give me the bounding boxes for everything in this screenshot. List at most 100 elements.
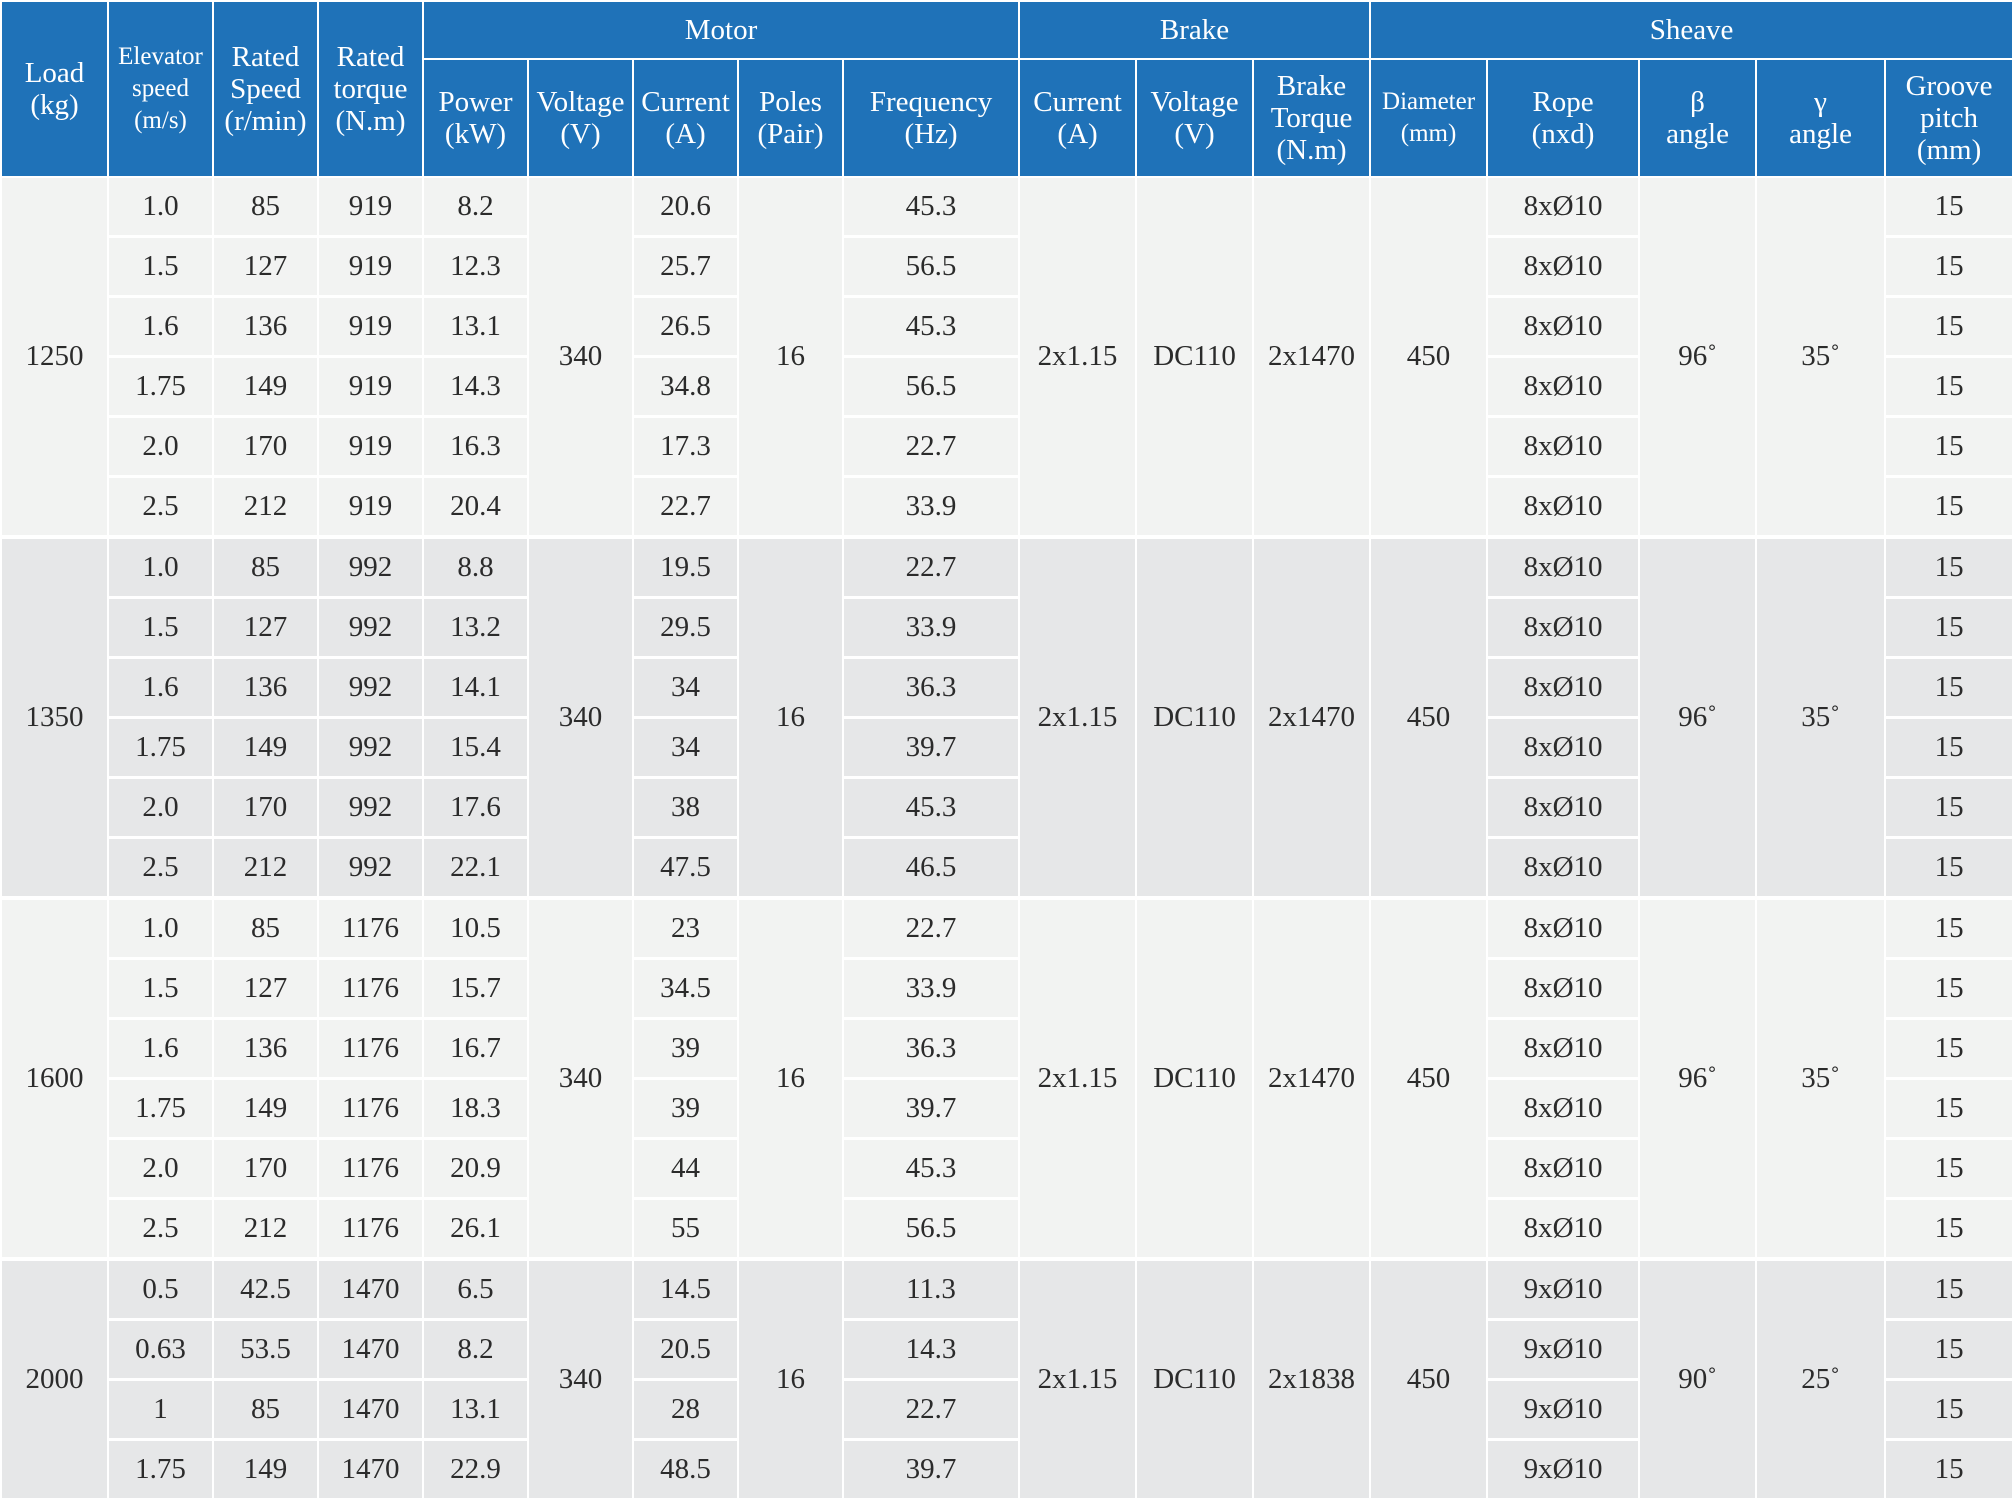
- rated-speed-cell: 127: [212, 958, 319, 1020]
- rated-speed-cell: 136: [212, 657, 319, 719]
- brake-torque-cell: 2x1470: [1252, 177, 1372, 539]
- frequency-cell: 39.7: [841, 1078, 1021, 1140]
- table-row: 1.6 136 1176 16.7 39 36.3 8xØ10 15: [1, 1018, 2012, 1080]
- power-cell: 8.2: [422, 177, 529, 238]
- groove-pitch-cell: 15: [1884, 177, 2012, 238]
- col-header-motor-current: Current (A): [632, 58, 739, 178]
- elevator-speed-cell: 1.6: [107, 1018, 214, 1080]
- elevator-speed-cell: 1.0: [107, 177, 214, 238]
- brake-current-cell: 2x1.15: [1018, 1259, 1138, 1502]
- power-cell: 12.3: [422, 236, 529, 298]
- power-cell: 15.7: [422, 958, 529, 1020]
- group-header-brake: Brake: [1018, 0, 1372, 60]
- rated-torque-cell: 919: [317, 356, 424, 418]
- rope-cell: 8xØ10: [1486, 1138, 1641, 1200]
- col-header-rope: Rope (nxd): [1486, 58, 1641, 178]
- gamma-angle-cell: 35˚: [1755, 537, 1887, 900]
- diameter-cell: 450: [1369, 898, 1489, 1261]
- motor-current-cell: 23: [632, 898, 739, 960]
- frequency-cell: 36.3: [841, 657, 1021, 719]
- table-row: 2.0 170 992 17.6 38 45.3 8xØ10 15: [1, 777, 2012, 839]
- frequency-cell: 56.5: [841, 356, 1021, 418]
- groove-pitch-cell: 15: [1884, 597, 2012, 659]
- table-row: 1.6 136 919 13.1 26.5 45.3 8xØ10 15: [1, 296, 2012, 358]
- motor-current-cell: 39: [632, 1078, 739, 1140]
- table-row: 2.0 170 1176 20.9 44 45.3 8xØ10 15: [1, 1138, 2012, 1200]
- poles-cell: 16: [737, 537, 844, 900]
- power-cell: 14.3: [422, 356, 529, 418]
- rated-speed-cell: 85: [212, 177, 319, 238]
- frequency-cell: 22.7: [841, 1379, 1021, 1441]
- rope-cell: 8xØ10: [1486, 416, 1641, 478]
- brake-current-cell: 2x1.15: [1018, 898, 1138, 1261]
- group-header-sheave: Sheave: [1369, 0, 2012, 60]
- frequency-cell: 22.7: [841, 898, 1021, 960]
- elevator-speed-cell: 1.5: [107, 958, 214, 1020]
- frequency-cell: 22.7: [841, 416, 1021, 478]
- header-line: Poles: [759, 86, 822, 118]
- load-group: 1600 1.0 85 1176 10.5 340 23 16 22.7 2x1.15 DC110 2…: [0, 898, 2012, 1261]
- rope-cell: 8xØ10: [1486, 1198, 1641, 1261]
- motor-voltage-cell: 340: [527, 537, 634, 900]
- power-cell: 20.4: [422, 476, 529, 539]
- motor-current-cell: 17.3: [632, 416, 739, 478]
- groove-pitch-cell: 15: [1884, 1259, 2012, 1321]
- beta-angle-cell: 96˚: [1638, 898, 1758, 1261]
- elevator-speed-cell: 0.5: [107, 1259, 214, 1321]
- motor-current-cell: 48.5: [632, 1439, 739, 1502]
- col-header-motor-voltage: Voltage (V): [527, 58, 634, 178]
- rated-speed-cell: 127: [212, 597, 319, 659]
- motor-current-cell: 20.6: [632, 177, 739, 238]
- table-row: 1 85 1470 13.1 28 22.7 9xØ10 15: [1, 1379, 2012, 1441]
- rope-cell: 8xØ10: [1486, 537, 1641, 599]
- frequency-cell: 45.3: [841, 296, 1021, 358]
- power-cell: 17.6: [422, 777, 529, 839]
- elevator-speed-cell: 1.0: [107, 898, 214, 960]
- beta-angle-cell: 96˚: [1638, 177, 1758, 539]
- header-line: angle: [1789, 118, 1852, 150]
- power-cell: 13.2: [422, 597, 529, 659]
- header-line: (A): [665, 118, 706, 150]
- table-row: 2.5 212 992 22.1 47.5 46.5 8xØ10 15: [1, 837, 2012, 900]
- rated-speed-cell: 170: [212, 416, 319, 478]
- load-cell: 1250: [0, 177, 109, 539]
- header-line: Torque: [1270, 102, 1353, 134]
- elevator-speed-cell: 2.0: [107, 777, 214, 839]
- header-line: Load: [24, 57, 85, 89]
- table-row: 1.5 127 1176 15.7 34.5 33.9 8xØ10 15: [1, 958, 2012, 1020]
- table-row: 1.5 127 992 13.2 29.5 33.9 8xØ10 15: [1, 597, 2012, 659]
- rope-cell: 8xØ10: [1486, 356, 1641, 418]
- groove-pitch-cell: 15: [1884, 1379, 2012, 1441]
- elevator-speed-cell: 1: [107, 1379, 214, 1441]
- rope-cell: 8xØ10: [1486, 476, 1641, 539]
- frequency-cell: 33.9: [841, 476, 1021, 539]
- col-header-groove-pitch: Groove pitch (mm): [1884, 58, 2012, 178]
- frequency-cell: 11.3: [841, 1259, 1021, 1321]
- motor-current-cell: 25.7: [632, 236, 739, 298]
- rope-cell: 8xØ10: [1486, 296, 1641, 358]
- brake-torque-cell: 2x1838: [1252, 1259, 1372, 1502]
- rope-cell: 8xØ10: [1486, 717, 1641, 779]
- poles-cell: 16: [737, 898, 844, 1261]
- header-line: (A): [1057, 118, 1098, 150]
- load-cell: 1350: [0, 537, 109, 900]
- header-line: torque: [333, 73, 408, 105]
- rated-speed-cell: 136: [212, 296, 319, 358]
- header-line: (mm): [1916, 134, 1982, 166]
- diameter-cell: 450: [1369, 537, 1489, 900]
- rated-torque-cell: 1470: [317, 1259, 424, 1321]
- rope-cell: 8xØ10: [1486, 1078, 1641, 1140]
- rated-torque-cell: 1176: [317, 1018, 424, 1080]
- frequency-cell: 45.3: [841, 777, 1021, 839]
- brake-voltage-cell: DC110: [1135, 1259, 1255, 1502]
- frequency-cell: 39.7: [841, 1439, 1021, 1502]
- rope-cell: 8xØ10: [1486, 597, 1641, 659]
- power-cell: 6.5: [422, 1259, 529, 1321]
- load-group: 1250 1.0 85 919 8.2 340 20.6 16 45.3 2x1.15 DC110 2…: [0, 177, 2012, 539]
- rated-torque-cell: 992: [317, 837, 424, 900]
- diameter-cell: 450: [1369, 1259, 1489, 1502]
- power-cell: 13.1: [422, 1379, 529, 1441]
- col-header-brake-torque: Brake Torque (N.m): [1252, 58, 1372, 178]
- power-cell: 14.1: [422, 657, 529, 719]
- groove-pitch-cell: 15: [1884, 1319, 2012, 1381]
